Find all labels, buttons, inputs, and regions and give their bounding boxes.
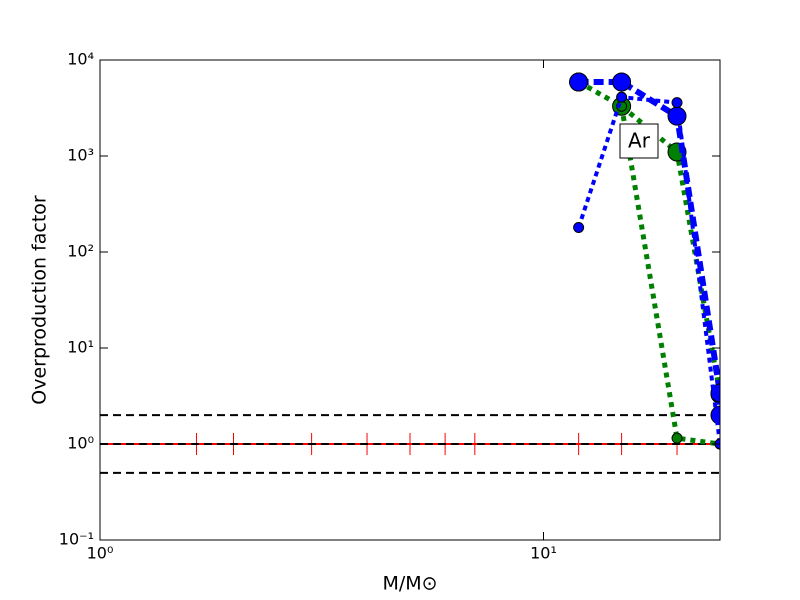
- y-tick-label: 10²: [67, 242, 94, 261]
- x-tick-label: 10¹: [530, 544, 557, 563]
- series-marker: [671, 432, 683, 444]
- series-marker: [569, 72, 589, 92]
- series-marker: [612, 72, 632, 92]
- y-tick-label: 10⁻¹: [59, 530, 94, 549]
- series-marker: [573, 221, 585, 233]
- axes-frame: [99, 59, 721, 541]
- y-axis-label: Overproduction factor: [29, 195, 51, 405]
- y-tick-label: 10¹: [67, 338, 94, 357]
- series-marker: [616, 91, 628, 103]
- annotation: Ar: [628, 129, 651, 153]
- x-tick-label: 10⁰: [87, 544, 114, 563]
- plot-area: [100, 72, 720, 474]
- y-tick-label: 10⁰: [67, 434, 94, 453]
- annotation-box: [619, 123, 659, 159]
- y-tick-label: 10³: [67, 146, 94, 165]
- series-line: [576, 95, 720, 445]
- series-marker: [671, 97, 683, 109]
- y-tick-label: 10⁴: [67, 50, 94, 69]
- series-line: [619, 105, 720, 447]
- x-axis-label: M/M⊙: [382, 573, 437, 595]
